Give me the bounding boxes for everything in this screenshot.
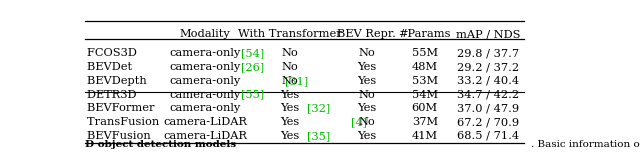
Text: camera-only: camera-only <box>170 62 241 72</box>
Text: Yes: Yes <box>280 103 299 113</box>
Text: Yes: Yes <box>280 117 299 127</box>
Text: Yes: Yes <box>357 103 376 113</box>
Text: TransFusion: TransFusion <box>88 117 163 127</box>
Text: 48M: 48M <box>412 62 438 72</box>
Text: No: No <box>358 117 375 127</box>
Text: [31]: [31] <box>285 76 308 86</box>
Text: camera-only: camera-only <box>170 103 241 113</box>
Text: [54]: [54] <box>241 48 264 58</box>
Text: 37.0 / 47.9: 37.0 / 47.9 <box>457 103 519 113</box>
Text: No: No <box>358 48 375 58</box>
Text: BEVFormer: BEVFormer <box>88 103 159 113</box>
Text: camera-only: camera-only <box>170 90 241 100</box>
Text: No: No <box>281 48 298 58</box>
Text: 60M: 60M <box>412 103 438 113</box>
Text: mAP / NDS: mAP / NDS <box>456 29 520 39</box>
Text: [55]: [55] <box>241 90 264 100</box>
Text: Yes: Yes <box>280 131 299 141</box>
Text: BEVFusion: BEVFusion <box>88 131 155 141</box>
Text: No: No <box>281 76 298 86</box>
Text: Yes: Yes <box>357 62 376 72</box>
Text: 37M: 37M <box>412 117 438 127</box>
Text: Yes: Yes <box>357 131 376 141</box>
Text: [35]: [35] <box>307 131 330 141</box>
Text: 67.2 / 70.9: 67.2 / 70.9 <box>457 117 519 127</box>
Text: camera-only: camera-only <box>170 76 241 86</box>
Text: [26]: [26] <box>241 62 264 72</box>
Text: BEVDet: BEVDet <box>88 62 136 72</box>
Text: No: No <box>358 90 375 100</box>
Text: camera-LiDAR: camera-LiDAR <box>163 117 247 127</box>
Text: 55M: 55M <box>412 48 438 58</box>
Text: camera-only: camera-only <box>170 48 241 58</box>
Text: Modality: Modality <box>180 29 230 39</box>
Text: With Transformer: With Transformer <box>237 29 341 39</box>
Text: 29.2 / 37.2: 29.2 / 37.2 <box>457 62 519 72</box>
Text: DETR3D: DETR3D <box>88 90 141 100</box>
Text: [32]: [32] <box>307 103 330 113</box>
Text: #Params: #Params <box>399 29 451 39</box>
Text: [4]: [4] <box>351 117 367 127</box>
Text: 33.2 / 40.4: 33.2 / 40.4 <box>457 76 519 86</box>
Text: BEV Repr.: BEV Repr. <box>337 29 396 39</box>
Text: FCOS3D: FCOS3D <box>88 48 141 58</box>
Text: 54M: 54M <box>412 90 438 100</box>
Text: No: No <box>281 62 298 72</box>
Text: Yes: Yes <box>357 76 376 86</box>
Text: BEVDepth: BEVDepth <box>88 76 151 86</box>
Text: 68.5 / 71.4: 68.5 / 71.4 <box>457 131 519 141</box>
Text: . Basic information of different models evaluated in this paper, including input: . Basic information of different models … <box>531 140 640 149</box>
Text: camera-LiDAR: camera-LiDAR <box>163 131 247 141</box>
Text: 41M: 41M <box>412 131 438 141</box>
Text: 29.8 / 37.7: 29.8 / 37.7 <box>457 48 519 58</box>
Text: 34.7 / 42.2: 34.7 / 42.2 <box>457 90 519 100</box>
Text: D object detection models: D object detection models <box>85 140 236 149</box>
Text: 53M: 53M <box>412 76 438 86</box>
Text: Yes: Yes <box>280 90 299 100</box>
